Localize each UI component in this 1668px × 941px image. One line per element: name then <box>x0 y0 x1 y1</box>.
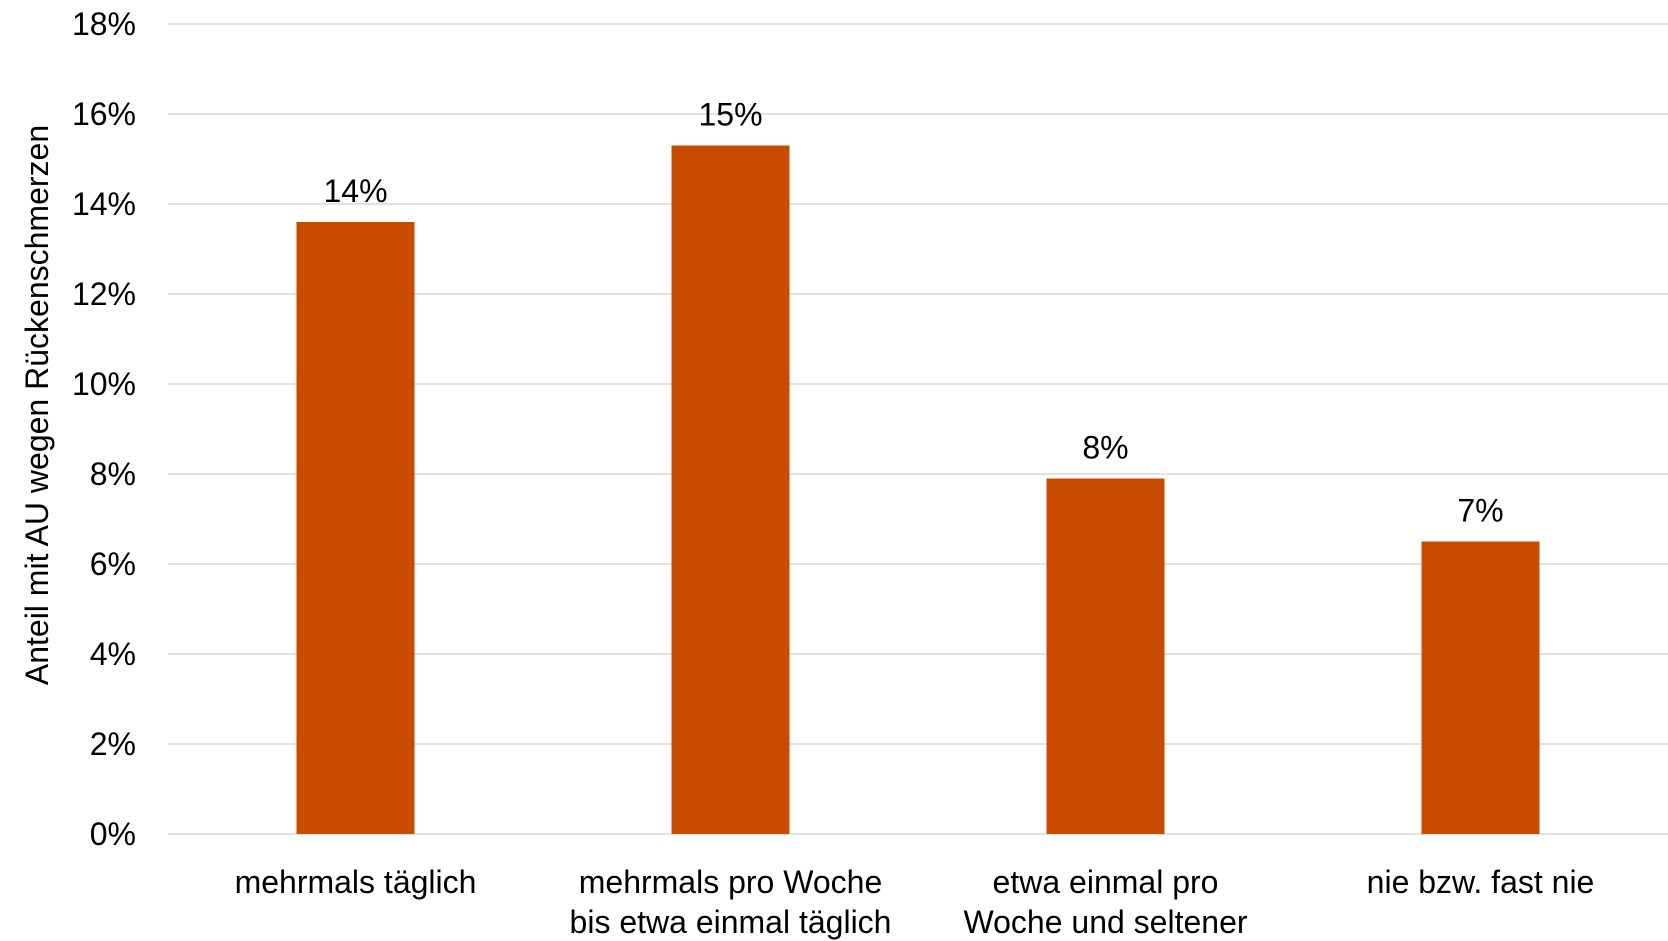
data-label: 15% <box>698 97 762 133</box>
y-tick-label: 16% <box>72 96 136 132</box>
gridlines <box>168 23 1668 835</box>
x-category-line: nie bzw. fast nie <box>1367 864 1595 900</box>
y-tick-label: 4% <box>90 636 136 672</box>
x-category-label: etwa einmal pro Woche und seltener <box>963 864 1247 940</box>
data-label: 14% <box>323 173 387 209</box>
data-label: 7% <box>1457 493 1503 529</box>
bar <box>671 145 790 834</box>
x-axis-categories: mehrmals täglich mehrmals pro Woche bis et… <box>235 864 1595 940</box>
data-labels: 14% 15% 8% 7% <box>323 97 1503 529</box>
y-tick-label: 2% <box>90 726 136 762</box>
y-tick-label: 6% <box>90 546 136 582</box>
bar <box>296 222 415 834</box>
y-tick-label: 14% <box>72 186 136 222</box>
y-axis-title: Anteil mit AU wegen Rückenschmerzen <box>19 125 55 685</box>
y-tick-label: 8% <box>90 456 136 492</box>
y-tick-label: 10% <box>72 366 136 402</box>
y-axis-ticks: 0% 2% 4% 6% 8% 10% 12% 14% 16% 18% <box>72 6 136 852</box>
y-tick-label: 18% <box>72 6 136 42</box>
x-category-line: mehrmals täglich <box>235 864 477 900</box>
x-category-label: mehrmals täglich <box>235 864 477 900</box>
x-category-label: nie bzw. fast nie <box>1367 864 1595 900</box>
x-category-line: bis etwa einmal täglich <box>570 904 892 940</box>
y-tick-label: 12% <box>72 276 136 312</box>
x-category-line: mehrmals pro Woche <box>579 864 883 900</box>
x-category-label: mehrmals pro Woche bis etwa einmal täglic… <box>570 864 892 940</box>
bar <box>1421 541 1540 834</box>
data-label: 8% <box>1082 430 1128 466</box>
bar <box>1046 478 1165 834</box>
y-tick-label: 0% <box>90 816 136 852</box>
x-category-line: etwa einmal pro <box>993 864 1219 900</box>
x-category-line: Woche und seltener <box>963 904 1247 940</box>
bars <box>296 145 1540 834</box>
